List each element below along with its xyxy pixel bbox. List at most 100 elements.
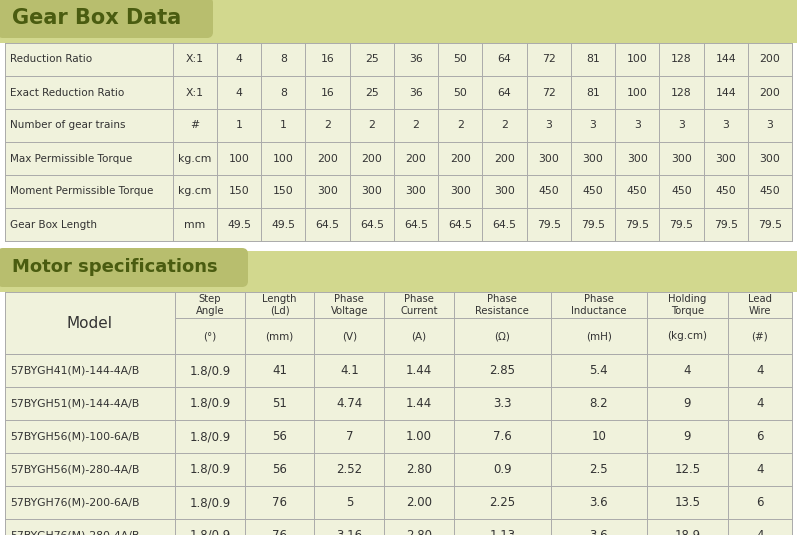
Text: 300: 300 — [317, 187, 338, 196]
Text: 300: 300 — [760, 154, 780, 164]
Text: 300: 300 — [671, 154, 692, 164]
Text: (Ω): (Ω) — [494, 331, 510, 341]
Text: 56: 56 — [273, 463, 287, 476]
Text: 2.80: 2.80 — [406, 463, 432, 476]
Text: 57BYGH51(M)-144-4A/B: 57BYGH51(M)-144-4A/B — [10, 399, 139, 409]
Bar — [5, 175, 792, 208]
Text: (mm): (mm) — [265, 331, 294, 341]
Text: 5: 5 — [346, 496, 353, 509]
Text: 200: 200 — [406, 154, 426, 164]
Text: 16: 16 — [320, 88, 335, 97]
Text: 300: 300 — [361, 187, 383, 196]
Text: 2.25: 2.25 — [489, 496, 516, 509]
Text: 49.5: 49.5 — [271, 219, 296, 230]
Bar — [5, 453, 792, 486]
Text: 76: 76 — [272, 496, 287, 509]
Text: Length
(Ld): Length (Ld) — [262, 294, 296, 316]
Bar — [5, 142, 792, 175]
Text: 3.6: 3.6 — [590, 529, 608, 535]
Text: Reduction Ratio: Reduction Ratio — [10, 55, 92, 65]
Text: 81: 81 — [586, 88, 600, 97]
Text: 64: 64 — [497, 55, 512, 65]
Text: 57BYGH76(M)-200-6A/B: 57BYGH76(M)-200-6A/B — [10, 498, 139, 508]
Text: 4: 4 — [756, 529, 764, 535]
Text: 3: 3 — [678, 120, 685, 131]
Text: 10: 10 — [591, 430, 607, 443]
Text: Exact Reduction Ratio: Exact Reduction Ratio — [10, 88, 124, 97]
Text: 300: 300 — [626, 154, 648, 164]
Text: 1.44: 1.44 — [406, 364, 432, 377]
Text: (A): (A) — [411, 331, 426, 341]
Text: 450: 450 — [760, 187, 780, 196]
Bar — [0, 251, 797, 292]
Text: Phase
Resistance: Phase Resistance — [475, 294, 529, 316]
Text: Motor specifications: Motor specifications — [12, 258, 218, 277]
Text: 2.80: 2.80 — [406, 529, 432, 535]
Text: 50: 50 — [453, 55, 467, 65]
Text: 144: 144 — [716, 88, 736, 97]
Text: 1: 1 — [280, 120, 287, 131]
Text: 300: 300 — [406, 187, 426, 196]
Text: Phase
Voltage: Phase Voltage — [331, 294, 368, 316]
Text: 3: 3 — [545, 120, 552, 131]
Text: 4: 4 — [236, 88, 242, 97]
Text: 72: 72 — [542, 88, 556, 97]
FancyBboxPatch shape — [0, 0, 213, 38]
Text: (°): (°) — [203, 331, 217, 341]
Bar — [5, 76, 792, 109]
Bar — [0, 0, 210, 35]
Text: 300: 300 — [494, 187, 515, 196]
Text: 0.9: 0.9 — [493, 463, 512, 476]
Text: (V): (V) — [342, 331, 357, 341]
Text: 200: 200 — [361, 154, 383, 164]
Text: 51: 51 — [273, 397, 287, 410]
Text: 1.8/0.9: 1.8/0.9 — [189, 496, 230, 509]
Text: Gear Box Data: Gear Box Data — [12, 7, 181, 27]
Text: 25: 25 — [365, 88, 379, 97]
Text: 450: 450 — [538, 187, 559, 196]
Text: 450: 450 — [715, 187, 736, 196]
Text: 4: 4 — [756, 364, 764, 377]
Text: 13.5: 13.5 — [674, 496, 701, 509]
Text: 3: 3 — [634, 120, 641, 131]
Text: 2.85: 2.85 — [489, 364, 516, 377]
Text: 4: 4 — [236, 55, 242, 65]
Text: 2: 2 — [457, 120, 464, 131]
Text: 3: 3 — [590, 120, 596, 131]
Text: 5.4: 5.4 — [590, 364, 608, 377]
Text: 2.5: 2.5 — [590, 463, 608, 476]
Text: 64.5: 64.5 — [404, 219, 428, 230]
Text: 2.00: 2.00 — [406, 496, 432, 509]
Text: Moment Permissible Torque: Moment Permissible Torque — [10, 187, 153, 196]
Text: Holding
Torque: Holding Torque — [668, 294, 707, 316]
Text: 1.00: 1.00 — [406, 430, 432, 443]
Text: 79.5: 79.5 — [581, 219, 605, 230]
Text: 64.5: 64.5 — [359, 219, 384, 230]
Bar — [5, 387, 792, 420]
Text: 6: 6 — [756, 430, 764, 443]
Text: #: # — [190, 120, 199, 131]
Text: 8: 8 — [280, 88, 287, 97]
Text: 79.5: 79.5 — [536, 219, 561, 230]
Bar — [5, 354, 792, 387]
Text: 100: 100 — [273, 154, 294, 164]
Text: (kg.cm): (kg.cm) — [667, 331, 708, 341]
Text: 7.6: 7.6 — [493, 430, 512, 443]
Text: 8: 8 — [280, 55, 287, 65]
Text: X:1: X:1 — [186, 55, 204, 65]
Text: Model: Model — [67, 316, 113, 331]
Text: 1.8/0.9: 1.8/0.9 — [189, 364, 230, 377]
Text: mm: mm — [184, 219, 206, 230]
Text: 200: 200 — [760, 88, 780, 97]
Text: Step
Angle: Step Angle — [195, 294, 224, 316]
Text: 300: 300 — [583, 154, 603, 164]
Text: 2: 2 — [501, 120, 508, 131]
Text: 1.8/0.9: 1.8/0.9 — [189, 430, 230, 443]
Text: 76: 76 — [272, 529, 287, 535]
Text: Phase
Inductance: Phase Inductance — [571, 294, 626, 316]
Text: 18.9: 18.9 — [674, 529, 701, 535]
Text: 1.44: 1.44 — [406, 397, 432, 410]
Text: 9: 9 — [684, 430, 691, 443]
Text: 49.5: 49.5 — [227, 219, 251, 230]
Text: 4.74: 4.74 — [336, 397, 363, 410]
